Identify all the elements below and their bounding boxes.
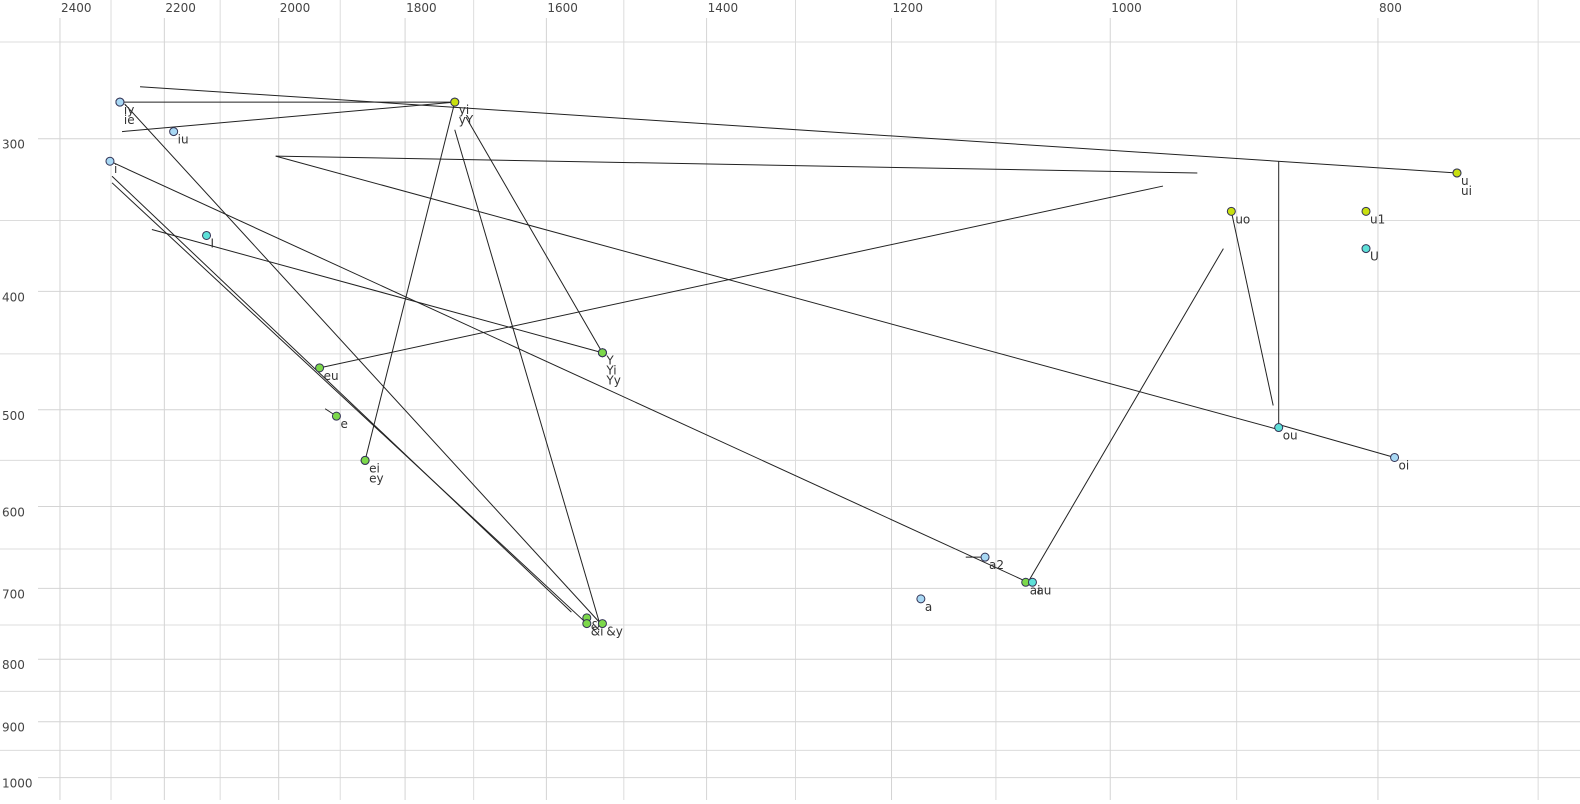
y-tick-label: 800 xyxy=(2,658,25,672)
trajectory xyxy=(1278,423,1395,458)
trajectory xyxy=(465,116,603,353)
vowel-point xyxy=(1452,168,1462,178)
x-tick-label: 800 xyxy=(1379,1,1402,15)
x-tick-label: 1800 xyxy=(406,1,437,15)
vowel-label: yi xyxy=(459,103,469,117)
vowel-label: ui xyxy=(1461,184,1472,198)
vowel-point xyxy=(202,230,212,240)
y-tick-label: 300 xyxy=(2,138,25,152)
trajectory xyxy=(319,185,1164,369)
x-tick-label: 2000 xyxy=(280,1,311,15)
vowel-label: a xyxy=(925,600,932,614)
x-tick-label: 1200 xyxy=(893,1,924,15)
trajectory xyxy=(275,155,1279,431)
vowel-point xyxy=(1027,577,1037,587)
vowel-label: yY xyxy=(459,113,474,127)
vowel-label: u1 xyxy=(1370,212,1385,226)
vowel-point xyxy=(1226,206,1236,216)
vowel-point xyxy=(115,97,125,107)
vowel-point xyxy=(916,594,926,604)
trajectory xyxy=(109,160,1029,583)
vowel-label: ie xyxy=(124,113,135,127)
vowel-label: U xyxy=(1370,250,1379,264)
vowel-label: &y xyxy=(606,625,622,639)
trajectory xyxy=(364,101,456,461)
vowel-label: oi xyxy=(1399,458,1410,472)
trajectory xyxy=(140,86,1458,174)
vowel-point xyxy=(1274,423,1284,433)
vowel-label: &i xyxy=(591,625,604,639)
y-tick-label: 1000 xyxy=(2,777,33,791)
vowel-point xyxy=(1361,244,1371,254)
x-tick-label: 2200 xyxy=(165,1,196,15)
y-tick-label: 900 xyxy=(2,721,25,735)
vowel-point xyxy=(582,619,592,629)
vowel-label: u xyxy=(1461,174,1469,188)
vowel-label: a2 xyxy=(989,558,1004,572)
trajectory xyxy=(121,101,455,133)
vowel-label: iu xyxy=(178,133,189,147)
vowel-label: au xyxy=(1036,583,1051,597)
vowel-label: ai xyxy=(1030,583,1041,597)
y-tick-label: 500 xyxy=(2,409,25,423)
trajectory xyxy=(275,155,1198,174)
trajectory xyxy=(1230,211,1274,406)
trajectory xyxy=(111,182,588,624)
vowel-point xyxy=(597,348,607,358)
x-tick-label: 1400 xyxy=(708,1,739,15)
vowel-point xyxy=(1390,452,1400,462)
vowel-label: i xyxy=(114,162,117,176)
trajectory xyxy=(124,103,600,623)
vowel-point xyxy=(331,411,341,421)
vowel-label: Yi xyxy=(605,364,616,378)
vowel-point xyxy=(597,619,607,629)
x-tick-label: 1000 xyxy=(1111,1,1142,15)
vowel-label: ei xyxy=(369,461,380,475)
vowel-point xyxy=(169,127,179,137)
y-tick-label: 600 xyxy=(2,506,25,520)
vowel-label: e xyxy=(340,417,347,431)
trajectory xyxy=(454,129,600,623)
vowel-point xyxy=(1361,206,1371,216)
vowel-label: ey xyxy=(369,471,383,485)
vowel-label: I xyxy=(211,236,215,250)
vowel-point xyxy=(450,97,460,107)
vowel-label: ou xyxy=(1283,429,1298,443)
vowel-point xyxy=(360,455,370,465)
vowel-label: uo xyxy=(1235,212,1250,226)
vowel-point xyxy=(315,363,325,373)
vowel-label: iy xyxy=(124,103,134,117)
vowel-label: & xyxy=(591,619,600,633)
x-tick-label: 1600 xyxy=(547,1,578,15)
vowel-label: Y xyxy=(605,354,614,368)
trajectory xyxy=(111,175,572,613)
y-tick-label: 400 xyxy=(2,290,25,304)
vowel-point xyxy=(105,156,115,166)
vowel-label: eu xyxy=(324,369,339,383)
vowel-label: Yy xyxy=(605,374,620,388)
trajectory xyxy=(1027,248,1224,583)
vowel-point xyxy=(980,552,990,562)
x-tick-label: 2400 xyxy=(61,1,92,15)
y-tick-label: 700 xyxy=(2,587,25,601)
trajectory xyxy=(151,229,603,354)
